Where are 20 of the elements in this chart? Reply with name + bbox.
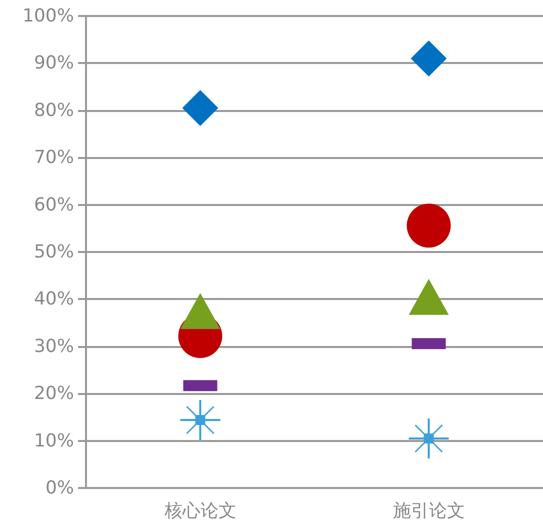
x-tick-label: 施引论文 bbox=[392, 500, 465, 522]
point bbox=[406, 204, 451, 248]
y-tick-label: 100% bbox=[22, 6, 74, 26]
y-tick-label: 70% bbox=[34, 147, 74, 168]
y-tick-label: 20% bbox=[34, 383, 74, 404]
point bbox=[410, 40, 447, 76]
point bbox=[408, 278, 449, 315]
point bbox=[182, 90, 218, 126]
y-tick-label: 30% bbox=[34, 336, 74, 357]
point bbox=[408, 418, 449, 458]
y-tick-label: 90% bbox=[34, 52, 74, 74]
y-tick-label: 50% bbox=[34, 242, 74, 262]
point bbox=[180, 400, 220, 440]
point bbox=[180, 293, 220, 329]
x-tick-label: 核心论文 bbox=[163, 500, 236, 522]
y-tick-label: 60% bbox=[34, 194, 74, 216]
y-tick-label: 40% bbox=[34, 288, 74, 310]
y-tick-label: 80% bbox=[34, 100, 74, 121]
y-tick-label: 10% bbox=[34, 430, 74, 452]
y-tick-label: 0% bbox=[45, 478, 74, 498]
